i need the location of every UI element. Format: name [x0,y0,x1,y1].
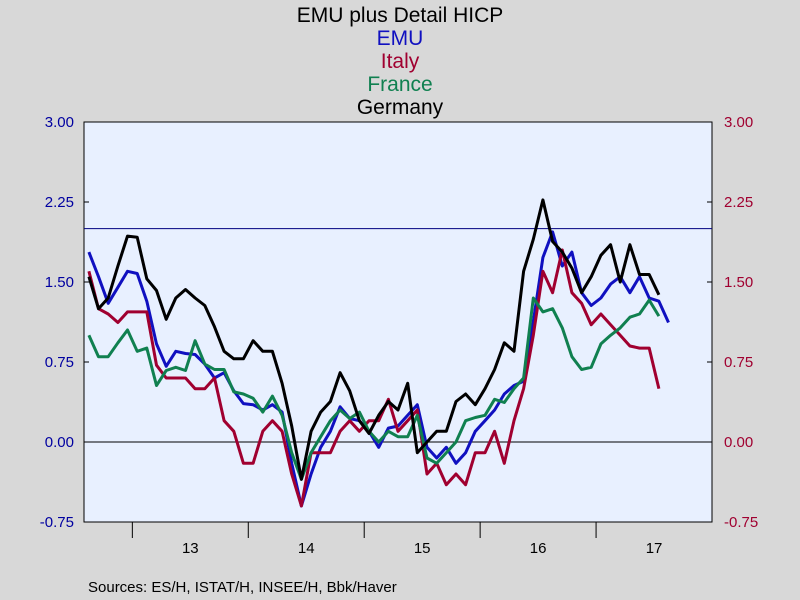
y-tick-label-left: 1.50 [45,274,74,291]
plot-area [83,121,713,523]
x-tick-label: 16 [530,540,547,557]
legend-entry-emu: EMU [377,27,424,50]
series-lines [87,198,670,508]
x-tick-label: 14 [298,540,315,557]
y-tick-label-right: 0.75 [724,354,753,371]
series-line-france [87,296,661,481]
y-tick-label-right: 0.00 [724,434,753,451]
series-line-emu [87,230,670,508]
x-tick-label: 13 [182,540,199,557]
y-tick-label-right: 2.25 [724,194,753,211]
source-note: Sources: ES/H, ISTAT/H, INSEE/H, Bbk/Hav… [88,579,397,596]
x-tick-label: 17 [646,540,663,557]
y-tick-label-left: 0.00 [45,434,74,451]
y-tick-label-left: 0.75 [45,354,74,371]
y-tick-label-right: 1.50 [724,274,753,291]
right-y-axis: 3.00 2.25 1.50 0.75 0.00 -0.75 [707,114,758,531]
legend-entry-italy: Italy [381,50,420,73]
series-line-germany [87,198,661,481]
legend-entry-germany: Germany [357,96,444,119]
reference-lines [84,228,712,443]
legend-entry-france: France [367,73,432,96]
y-tick-label-left: -0.75 [40,514,74,531]
y-tick-label-left: 2.25 [45,194,74,211]
x-axis: 13 14 15 16 17 [131,522,663,557]
x-tick-label: 15 [414,540,431,557]
left-y-axis: 3.00 2.25 1.50 0.75 0.00 -0.75 [40,114,89,531]
chart-title: EMU plus Detail HICP [297,4,504,27]
y-tick-label-right: -0.75 [724,514,758,531]
y-tick-label-right: 3.00 [724,114,753,131]
y-tick-label-left: 3.00 [45,114,74,131]
